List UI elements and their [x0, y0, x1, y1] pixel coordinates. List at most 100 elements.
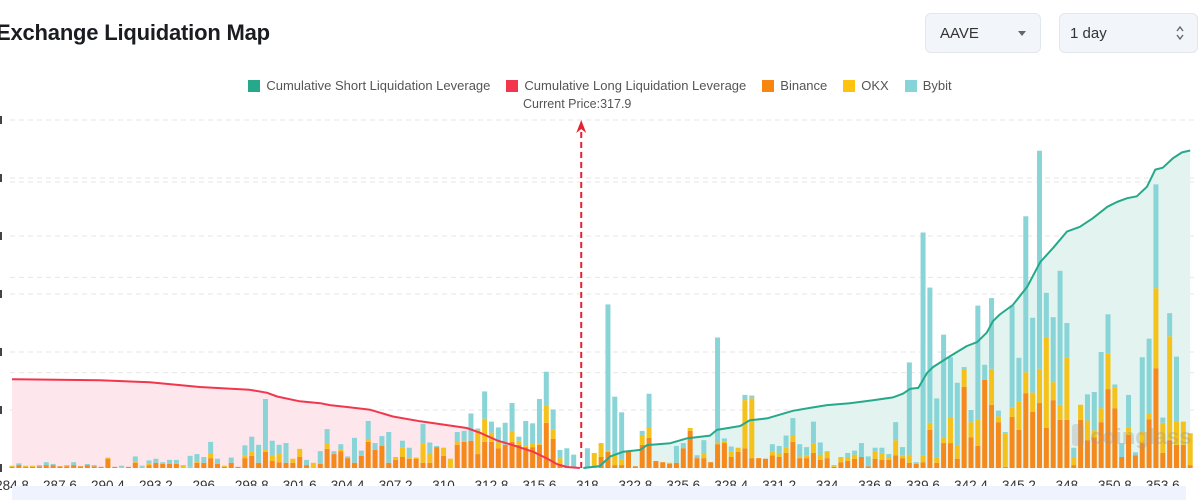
bar-okx[interactable]	[989, 368, 995, 405]
legend-item-okx[interactable]: OKX	[843, 78, 889, 93]
bar-okx[interactable]	[1023, 372, 1029, 394]
bar-okx[interactable]	[399, 447, 405, 457]
bar-bybit[interactable]	[906, 362, 912, 455]
bar-bybit[interactable]	[386, 432, 392, 463]
bar-bybit[interactable]	[749, 395, 755, 399]
bar-bybit[interactable]	[194, 454, 200, 462]
bar-binance[interactable]	[57, 466, 63, 468]
bar-okx[interactable]	[23, 465, 29, 467]
bar-bybit[interactable]	[84, 463, 90, 466]
bar-bybit[interactable]	[701, 440, 707, 453]
bar-binance[interactable]	[1132, 455, 1138, 468]
bar-okx[interactable]	[550, 429, 556, 439]
bar-bybit[interactable]	[358, 450, 364, 456]
bar-binance[interactable]	[646, 437, 652, 468]
bar-binance[interactable]	[262, 451, 268, 468]
bar-bybit[interactable]	[420, 423, 426, 444]
bar-bybit[interactable]	[1057, 270, 1063, 405]
bar-binance[interactable]	[1016, 429, 1022, 468]
bar-bybit[interactable]	[331, 451, 337, 455]
bar-binance[interactable]	[790, 441, 796, 468]
bar-bybit[interactable]	[201, 456, 207, 463]
bar-binance[interactable]	[235, 466, 241, 468]
bar-bybit[interactable]	[502, 422, 508, 445]
bar-binance[interactable]	[194, 462, 200, 468]
bar-bybit[interactable]	[810, 421, 816, 444]
bar-binance[interactable]	[495, 448, 501, 468]
bar-okx[interactable]	[1180, 421, 1186, 445]
bar-bybit[interactable]	[612, 396, 618, 456]
bar-binance[interactable]	[304, 465, 310, 468]
bar-okx[interactable]	[605, 450, 611, 452]
bar-binance[interactable]	[804, 458, 810, 468]
bar-binance[interactable]	[1119, 456, 1125, 468]
bar-okx[interactable]	[749, 398, 755, 459]
bar-binance[interactable]	[1146, 419, 1152, 468]
bar-bybit[interactable]	[1023, 216, 1029, 373]
bar-binance[interactable]	[427, 462, 433, 468]
bar-binance[interactable]	[454, 444, 460, 468]
bar-binance[interactable]	[543, 422, 549, 468]
bar-okx[interactable]	[290, 458, 296, 463]
bar-binance[interactable]	[434, 447, 440, 468]
bar-binance[interactable]	[64, 466, 70, 468]
bar-binance[interactable]	[413, 458, 419, 468]
bar-binance[interactable]	[84, 465, 90, 468]
bar-binance[interactable]	[105, 458, 111, 468]
bar-binance[interactable]	[228, 462, 234, 468]
bar-bybit[interactable]	[50, 463, 56, 466]
bar-okx[interactable]	[406, 456, 412, 459]
bar-bybit[interactable]	[276, 444, 282, 455]
bar-binance[interactable]	[632, 466, 638, 468]
bar-binance[interactable]	[1153, 368, 1159, 468]
bar-binance[interactable]	[249, 455, 255, 468]
bar-okx[interactable]	[30, 465, 36, 467]
bar-okx[interactable]	[297, 448, 303, 457]
bar-okx[interactable]	[310, 462, 316, 468]
bar-okx[interactable]	[475, 430, 481, 455]
bar-okx[interactable]	[1098, 408, 1104, 423]
bar-binance[interactable]	[30, 466, 36, 468]
bar-okx[interactable]	[119, 466, 125, 468]
bar-binance[interactable]	[167, 463, 173, 468]
bar-okx[interactable]	[1112, 387, 1118, 409]
bar-bybit[interactable]	[639, 430, 645, 435]
bar-binance[interactable]	[1043, 427, 1049, 468]
bar-binance[interactable]	[441, 455, 447, 468]
bar-okx[interactable]	[591, 452, 597, 468]
bar-binance[interactable]	[694, 458, 700, 468]
bar-bybit[interactable]	[1167, 313, 1173, 337]
bar-bybit[interactable]	[1071, 447, 1077, 457]
bar-binance[interactable]	[36, 466, 42, 468]
bar-bybit[interactable]	[36, 465, 42, 467]
bar-binance[interactable]	[550, 439, 556, 468]
bar-okx[interactable]	[900, 455, 905, 459]
bar-okx[interactable]	[1071, 456, 1077, 466]
bar-okx[interactable]	[646, 427, 652, 438]
bar-bybit[interactable]	[262, 398, 268, 451]
bar-okx[interactable]	[1043, 336, 1049, 428]
bar-binance[interactable]	[598, 456, 604, 468]
bar-bybit[interactable]	[790, 418, 796, 435]
bar-binance[interactable]	[1037, 403, 1042, 468]
bar-binance[interactable]	[393, 459, 399, 468]
bar-bybit[interactable]	[352, 437, 357, 463]
bar-binance[interactable]	[687, 430, 693, 468]
bar-okx[interactable]	[441, 447, 447, 456]
bar-bybit[interactable]	[1050, 317, 1056, 383]
bar-okx[interactable]	[1002, 433, 1008, 467]
bar-okx[interactable]	[920, 455, 926, 463]
bar-binance[interactable]	[502, 444, 508, 468]
bar-binance[interactable]	[1071, 465, 1077, 468]
bar-binance[interactable]	[612, 465, 618, 468]
bar-okx[interactable]	[619, 459, 625, 466]
bar-bybit[interactable]	[1037, 150, 1042, 369]
bar-binance[interactable]	[509, 441, 515, 468]
bar-binance[interactable]	[1078, 419, 1084, 468]
bar-bybit[interactable]	[379, 436, 385, 446]
bar-binance[interactable]	[173, 463, 179, 468]
bar-binance[interactable]	[913, 463, 919, 468]
bar-bybit[interactable]	[434, 445, 440, 448]
bar-bybit[interactable]	[304, 459, 310, 466]
bar-bybit[interactable]	[715, 337, 721, 443]
